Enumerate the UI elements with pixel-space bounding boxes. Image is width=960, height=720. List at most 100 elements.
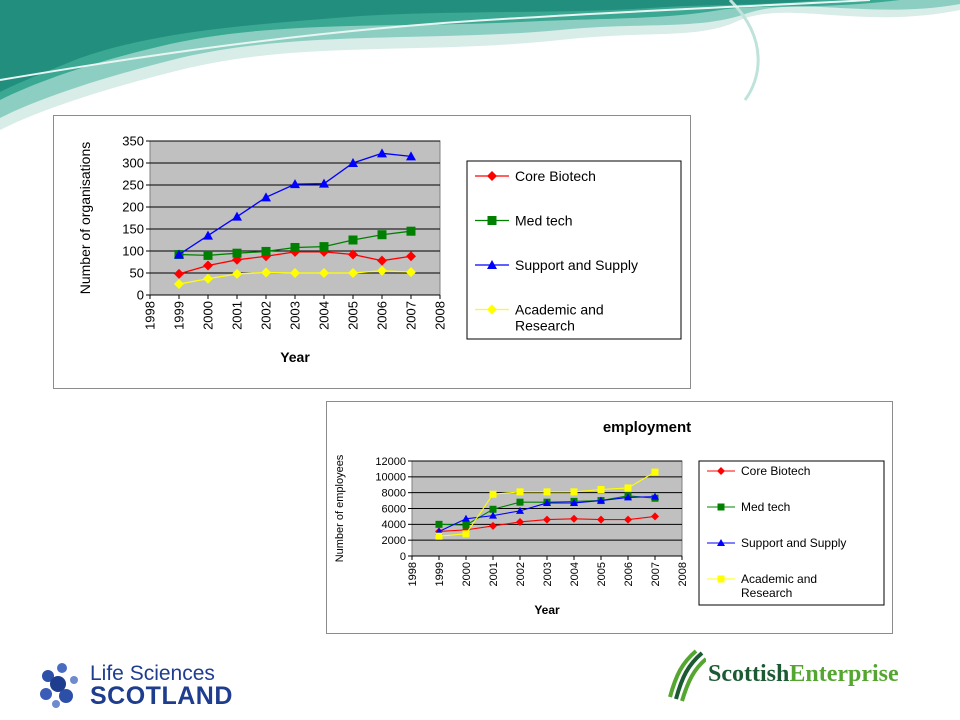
data-point bbox=[651, 468, 659, 476]
data-point bbox=[624, 493, 632, 501]
data-point bbox=[651, 492, 659, 500]
scottish-enterprise-logo: ScottishEnterprise bbox=[662, 645, 942, 705]
data-point bbox=[203, 250, 213, 260]
x-tick-label: 2005 bbox=[346, 301, 361, 330]
data-point bbox=[435, 520, 443, 528]
y-tick-label: 10000 bbox=[375, 472, 406, 484]
x-tick-label: 2007 bbox=[404, 301, 419, 330]
data-point bbox=[543, 488, 551, 496]
legend-marker bbox=[717, 503, 725, 511]
data-point bbox=[377, 148, 387, 158]
data-point bbox=[232, 268, 242, 279]
data-point bbox=[597, 486, 605, 493]
data-point bbox=[319, 178, 329, 188]
x-tick-label: 1998 bbox=[407, 562, 419, 586]
data-point bbox=[462, 530, 470, 538]
x-tick-label: 2006 bbox=[375, 301, 390, 330]
y-tick-label: 350 bbox=[122, 134, 144, 149]
scotland-text: SCOTLAND bbox=[90, 682, 233, 710]
legend-label: Core Biotech bbox=[741, 464, 810, 478]
data-point bbox=[406, 267, 416, 278]
y-tick-label: 250 bbox=[122, 178, 144, 193]
data-point bbox=[489, 505, 497, 513]
legend-label: Med tech bbox=[741, 500, 790, 514]
data-point bbox=[489, 511, 497, 519]
y-tick-label: 8000 bbox=[382, 488, 406, 500]
y-tick-label: 4000 bbox=[382, 519, 406, 531]
y-tick-label: 300 bbox=[122, 156, 144, 171]
data-point bbox=[516, 506, 524, 514]
legend-label: Academic and bbox=[741, 572, 817, 586]
chart-title: employment bbox=[603, 419, 691, 436]
y-tick-label: 200 bbox=[122, 200, 144, 215]
legend-label: Core Biotech bbox=[515, 168, 596, 184]
x-tick-label: 2008 bbox=[433, 301, 448, 330]
employment-chart-svg: 0 2000 4000 6000 8000 10000 12000 1998 1999 2000 2… bbox=[334, 419, 885, 617]
organisations-chart-svg: 0 50 100 150 200 250 300 350 1998 1999 2000 2001 200… bbox=[77, 134, 682, 365]
data-point bbox=[261, 267, 271, 278]
y-tick-label: 6000 bbox=[382, 503, 406, 515]
molecule-icon bbox=[40, 663, 78, 708]
wave-icon bbox=[668, 649, 708, 702]
data-point bbox=[203, 230, 213, 240]
data-point bbox=[377, 230, 387, 240]
x-tick-label: 1998 bbox=[143, 301, 158, 330]
data-point bbox=[174, 249, 184, 259]
y-tick-label: 0 bbox=[137, 288, 144, 303]
legend-marker bbox=[717, 575, 725, 583]
y-tick-label: 50 bbox=[130, 266, 144, 281]
data-point bbox=[624, 515, 632, 524]
x-tick-label: 2003 bbox=[542, 562, 554, 586]
data-point bbox=[290, 268, 300, 278]
data-point bbox=[516, 488, 524, 496]
data-point bbox=[624, 484, 632, 492]
data-point bbox=[203, 260, 213, 271]
data-point bbox=[406, 151, 416, 161]
data-point bbox=[290, 179, 300, 189]
legend-marker bbox=[717, 539, 725, 546]
y-axis-title: Number of organisations bbox=[77, 142, 93, 295]
data-point bbox=[261, 246, 271, 256]
data-point bbox=[348, 158, 358, 167]
data-point bbox=[232, 248, 242, 258]
x-tick-label: 1999 bbox=[172, 301, 187, 330]
y-tick-label: 0 bbox=[400, 551, 406, 563]
data-point bbox=[377, 255, 387, 266]
data-point bbox=[406, 226, 416, 236]
data-point bbox=[203, 273, 213, 284]
data-point bbox=[377, 265, 387, 276]
data-point bbox=[319, 242, 329, 252]
x-tick-label: 2005 bbox=[596, 562, 608, 586]
data-point bbox=[516, 498, 524, 506]
x-tick-label: 2000 bbox=[201, 301, 216, 330]
legend-marker bbox=[487, 216, 497, 225]
x-tick-label: 2002 bbox=[259, 301, 274, 330]
x-tick-label: 2000 bbox=[461, 562, 473, 586]
data-point bbox=[570, 498, 578, 506]
data-point bbox=[174, 279, 184, 289]
x-tick-label: 1999 bbox=[434, 562, 446, 586]
data-point bbox=[261, 192, 271, 202]
legend-box bbox=[698, 460, 885, 606]
life-sciences-text: Life Sciences bbox=[90, 662, 215, 685]
x-axis-title: Year bbox=[280, 349, 310, 365]
data-point bbox=[290, 242, 300, 252]
x-tick-label: 2001 bbox=[230, 301, 245, 330]
data-point bbox=[489, 521, 497, 530]
data-point bbox=[319, 268, 329, 278]
legend-label: Support and Supply bbox=[741, 536, 846, 550]
data-point bbox=[489, 490, 497, 498]
data-point bbox=[174, 268, 184, 279]
life-sciences-scotland-logo: Life Sciences SCOTLAND bbox=[36, 660, 266, 710]
legend-label: Med tech bbox=[515, 212, 573, 228]
x-tick-label: 2007 bbox=[650, 562, 662, 586]
enterprise-text: Enterprise bbox=[789, 661, 899, 687]
y-tick-label: 12000 bbox=[375, 456, 406, 468]
x-tick-label: 2006 bbox=[623, 562, 635, 586]
legend-marker bbox=[717, 467, 725, 475]
x-tick-label: 2001 bbox=[488, 562, 500, 586]
legend-label: Research bbox=[515, 318, 575, 334]
data-point bbox=[348, 235, 358, 245]
data-point bbox=[435, 527, 443, 535]
data-point bbox=[570, 488, 578, 496]
